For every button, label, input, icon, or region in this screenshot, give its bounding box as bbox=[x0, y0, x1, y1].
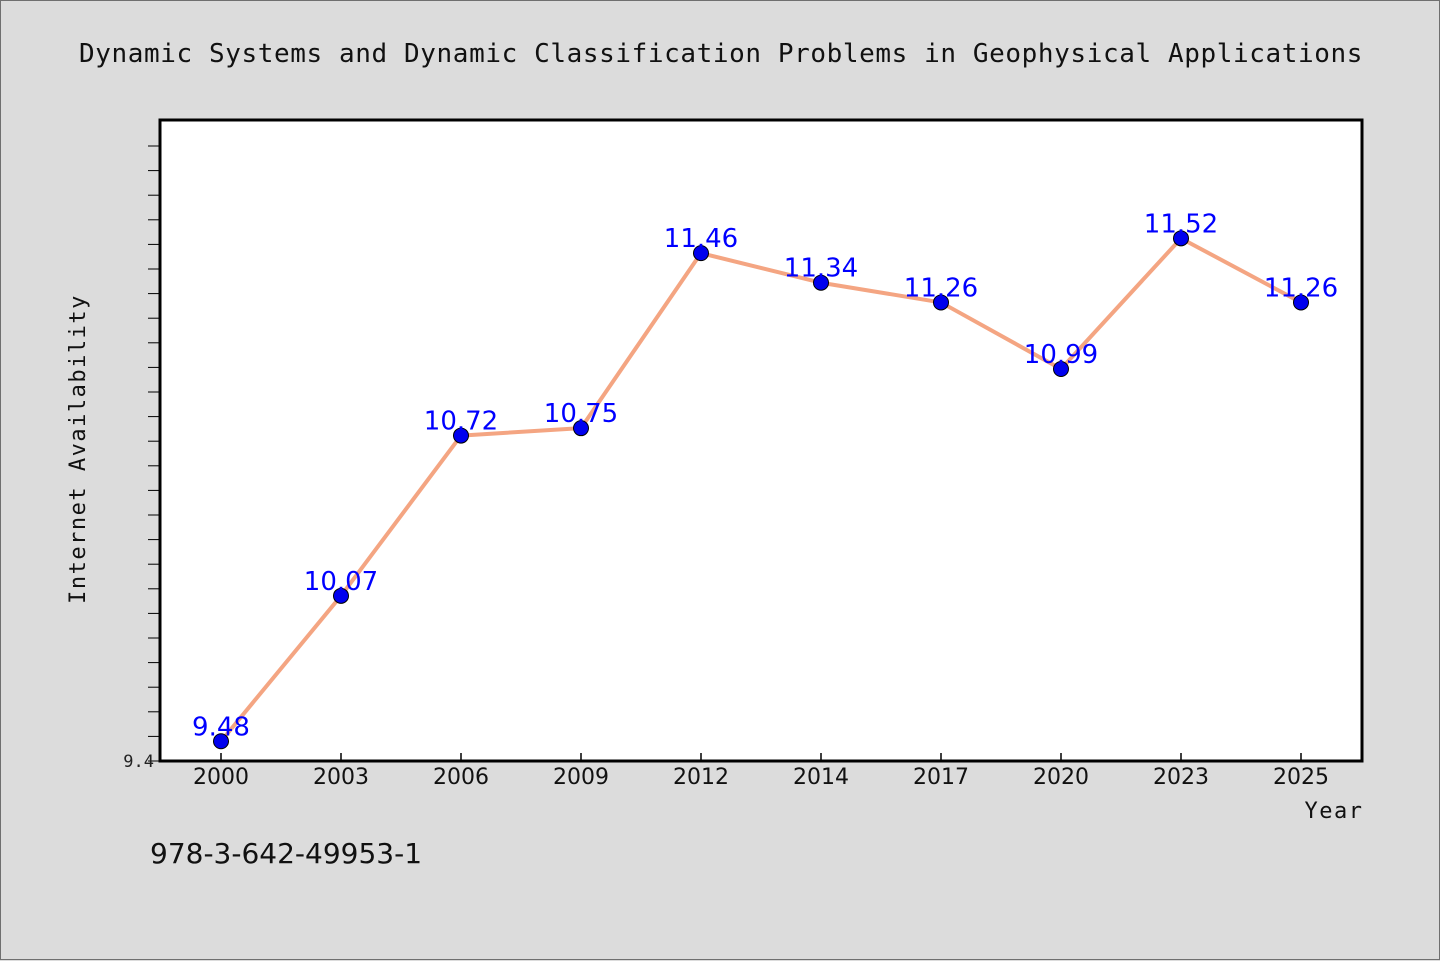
data-label: 10.07 bbox=[304, 567, 378, 597]
series-line bbox=[219, 236, 1302, 743]
data-label: 9.48 bbox=[192, 712, 250, 742]
y-axis-ticks bbox=[148, 145, 160, 762]
data-label: 11.34 bbox=[784, 254, 858, 284]
data-label: 11.46 bbox=[664, 224, 738, 254]
data-point bbox=[213, 733, 229, 750]
data-markers bbox=[213, 230, 1309, 750]
x-tick-label: 2000 bbox=[193, 765, 249, 790]
x-axis-ticks bbox=[220, 753, 1302, 761]
data-point bbox=[1173, 230, 1189, 247]
data-label: 10.99 bbox=[1024, 340, 1098, 370]
data-point bbox=[813, 274, 829, 291]
x-tick-label: 2003 bbox=[313, 765, 369, 790]
chart-title: Dynamic Systems and Dynamic Classificati… bbox=[79, 39, 1363, 69]
y-axis-tick-labels: 9.4 bbox=[123, 752, 154, 772]
data-point bbox=[573, 420, 589, 437]
x-tick-label: 2020 bbox=[1033, 765, 1089, 790]
plot-area bbox=[158, 118, 1364, 763]
y-axis-label: Internet Availability bbox=[66, 294, 91, 604]
x-tick-label: 2023 bbox=[1153, 765, 1209, 790]
x-axis-tick-labels: 2000 2003 2006 2009 2012 2014 2017 2020 2023 2025 bbox=[193, 765, 1329, 790]
x-tick-label: 2017 bbox=[913, 765, 969, 790]
x-tick-label: 2006 bbox=[433, 765, 489, 790]
x-tick-label: 2009 bbox=[553, 765, 609, 790]
data-label: 11.26 bbox=[1264, 273, 1338, 303]
data-label: 11.52 bbox=[1144, 209, 1218, 239]
data-point bbox=[1293, 294, 1309, 311]
x-tick-label: 2014 bbox=[793, 765, 849, 790]
x-axis-label: Year bbox=[1305, 799, 1364, 824]
data-label: 10.72 bbox=[424, 407, 498, 437]
data-point bbox=[693, 245, 709, 262]
series-lines bbox=[219, 236, 1302, 743]
y-tick-label: 9.4 bbox=[123, 752, 154, 772]
x-tick-label: 2012 bbox=[673, 765, 729, 790]
data-label: 11.26 bbox=[904, 273, 978, 303]
data-point bbox=[933, 294, 949, 311]
data-point bbox=[1053, 361, 1069, 378]
data-labels: 9.48 10.07 10.72 10.75 11.46 11.34 11.26 10.99 1… bbox=[192, 209, 1338, 742]
x-tick-label: 2025 bbox=[1273, 765, 1329, 790]
data-label: 10.75 bbox=[544, 399, 618, 429]
data-point bbox=[333, 587, 349, 604]
isbn-footnote: 978-3-642-49953-1 bbox=[150, 837, 422, 870]
data-point bbox=[453, 427, 469, 444]
